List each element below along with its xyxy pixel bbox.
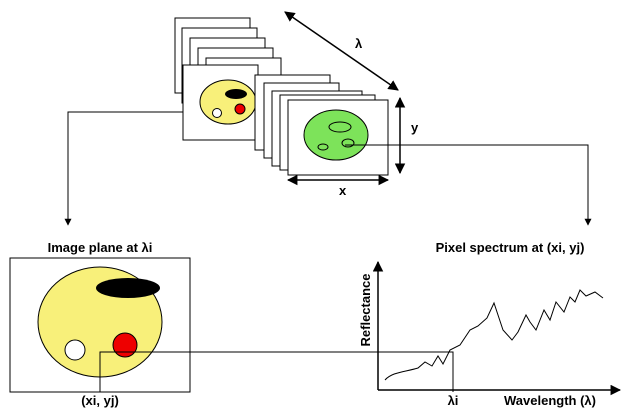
y-axis-label: Reflectance (358, 274, 373, 347)
x-label: x (339, 183, 347, 198)
x-axis-label: Wavelength (λ) (504, 393, 596, 408)
feature (65, 340, 85, 360)
diagram: λ y x Image plane at λi (xi, yj) Pixel s… (0, 0, 634, 411)
lambda-label: λ (355, 36, 363, 51)
feature (113, 333, 137, 357)
image-plane-title: Image plane at λi (48, 240, 153, 255)
lambda-i-label: λi (448, 393, 459, 408)
feature (96, 278, 160, 298)
pixel-label: (xi, yj) (81, 393, 119, 408)
y-label: y (411, 120, 419, 135)
spectrum-title: Pixel spectrum at (xi, yj) (436, 240, 585, 255)
connector (68, 112, 183, 225)
spectrum-curve (385, 290, 603, 380)
